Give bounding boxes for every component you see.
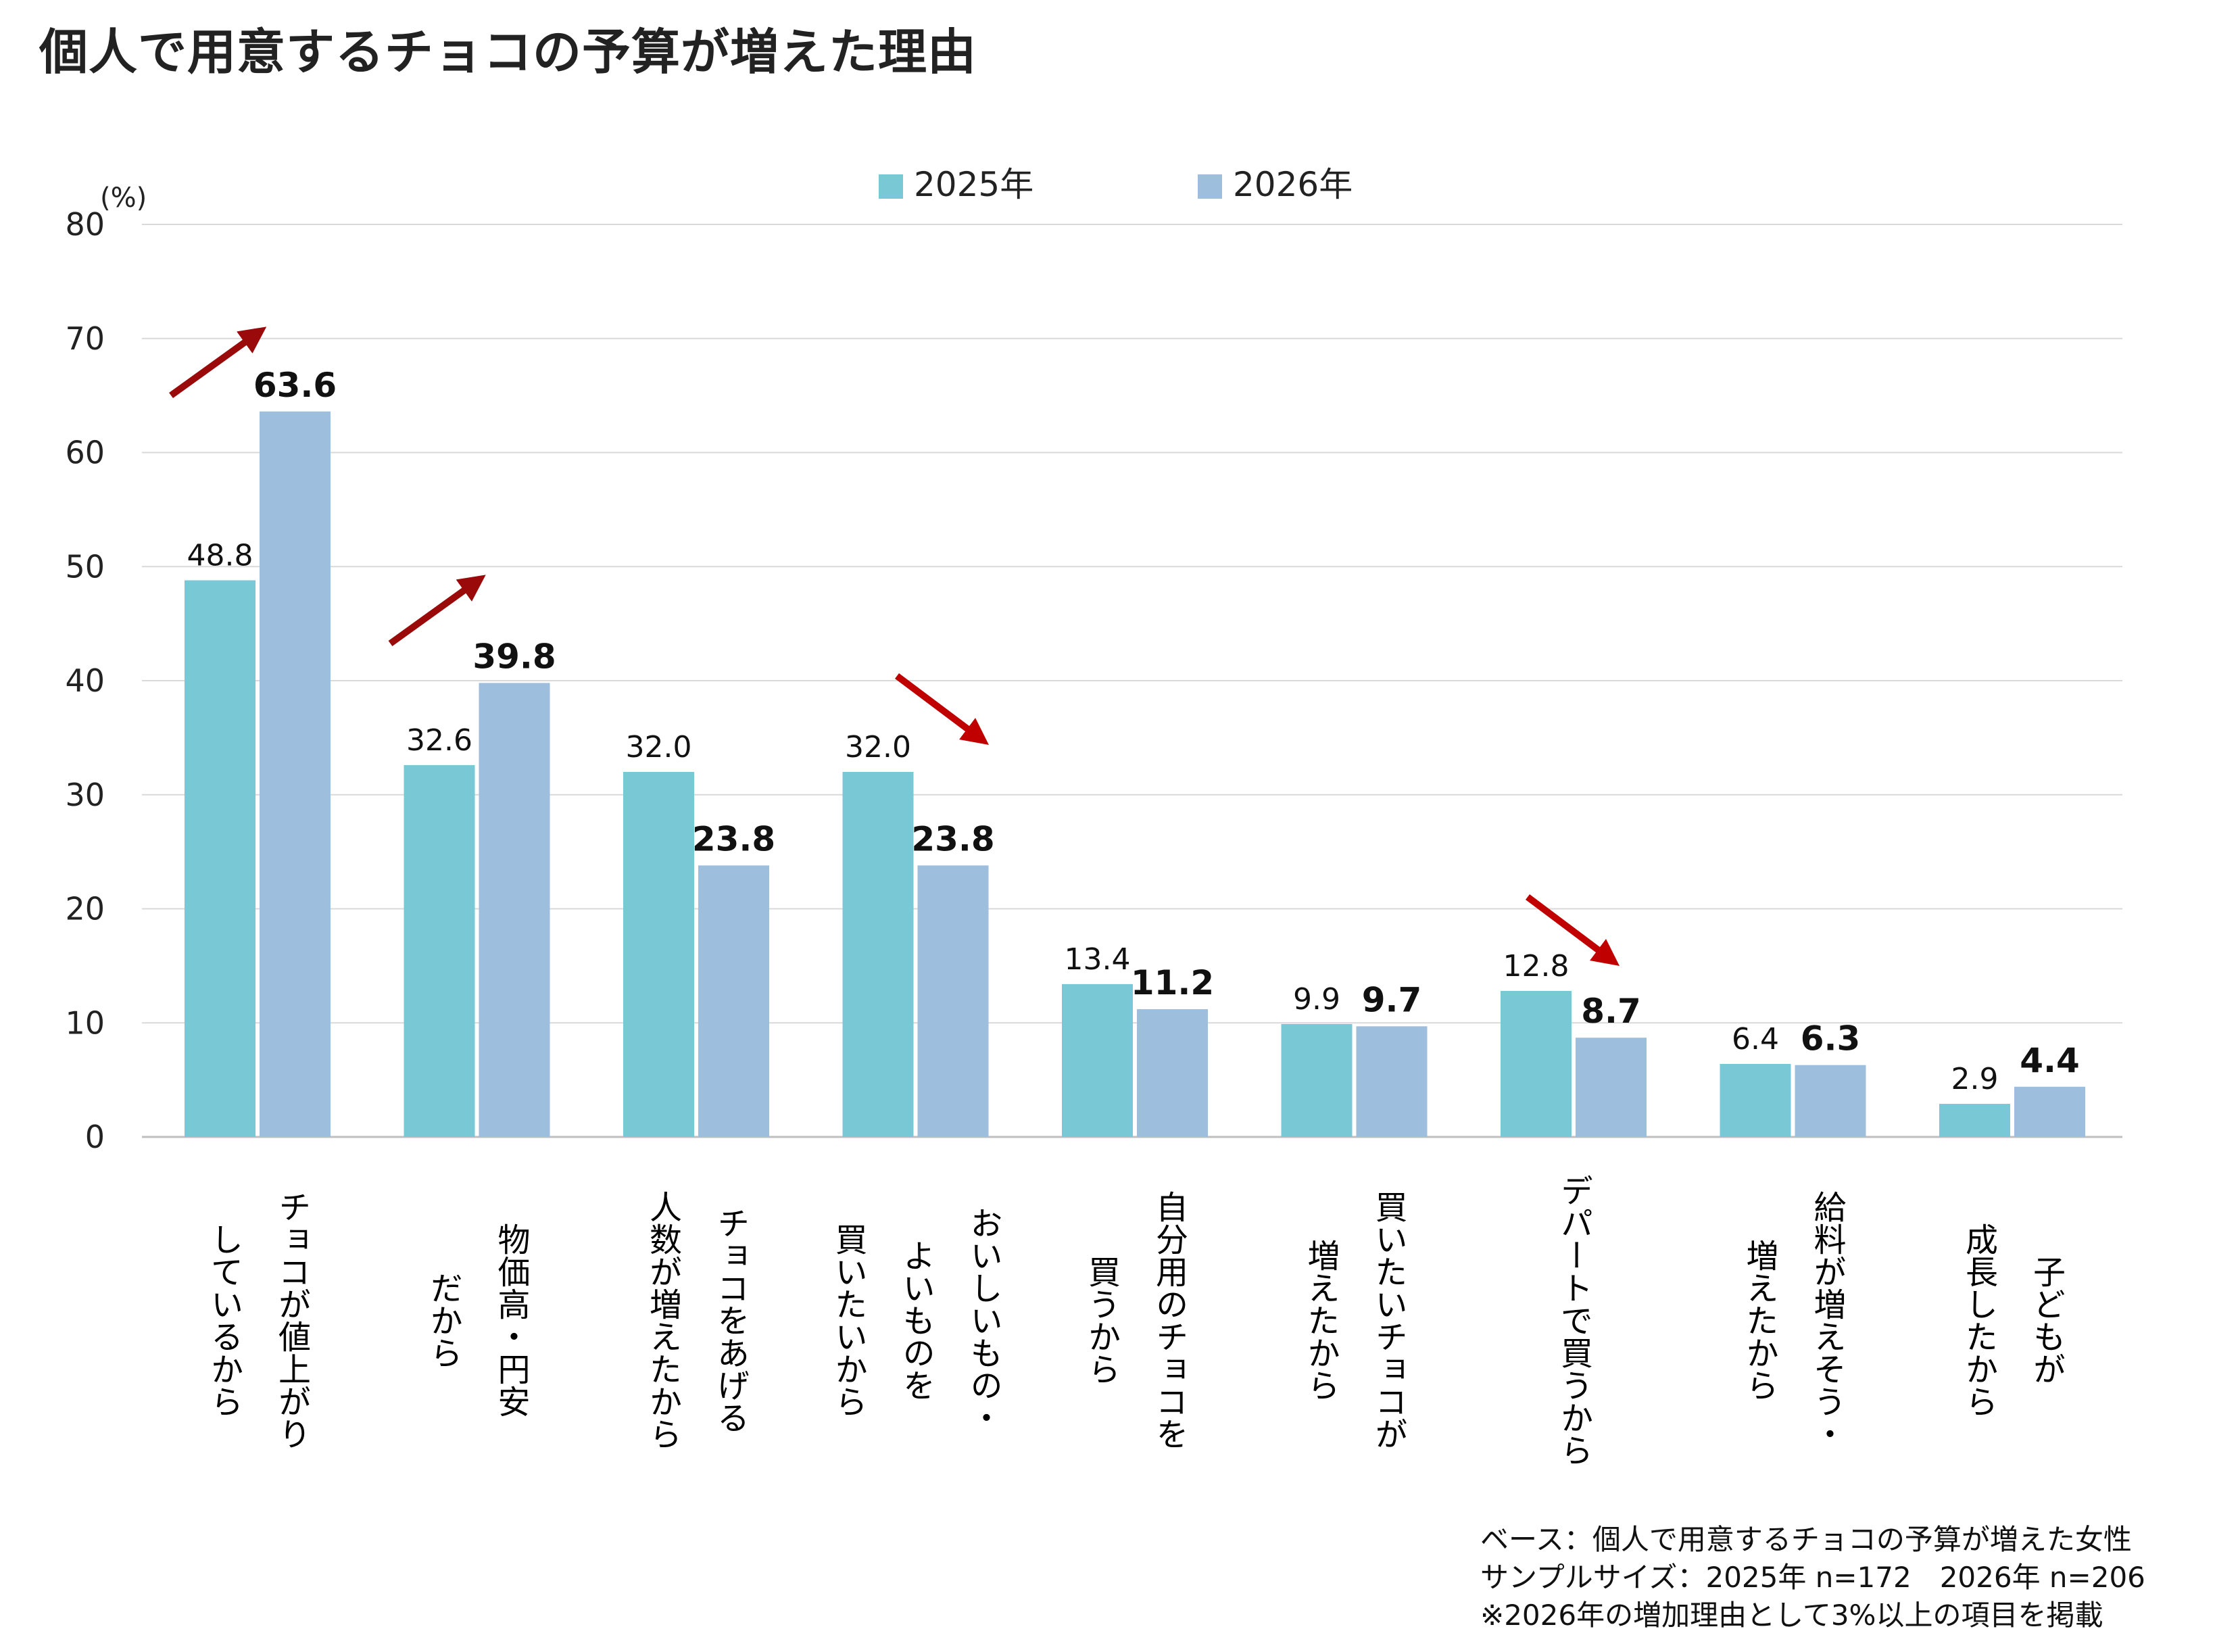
y-tick-label: 10 (65, 1004, 105, 1041)
data-label: 32.6 (406, 723, 472, 758)
footnote-sample-size: サンプルサイズ：2025年 n=172 2026年 n=206 (1480, 1561, 2145, 1594)
footnote: ベース：個人で用意するチョコの予算が増えた女性 サンプルサイズ：2025年 n=… (1480, 1521, 2145, 1634)
x-tick-label: おいしいもの・ よいものを 買いたいから (829, 1207, 1002, 1434)
bar (1062, 983, 1133, 1137)
trend-arrow-down-icon (1526, 894, 1620, 966)
legend-label: 2025年 (914, 165, 1033, 204)
y-tick-label: 20 (65, 891, 105, 927)
x-tick-label: チョコが値上がり しているから (205, 1190, 310, 1450)
y-tick-label: 50 (65, 548, 105, 585)
bar (1795, 1065, 1866, 1137)
bar (479, 683, 550, 1137)
y-tick-label: 40 (65, 662, 105, 699)
footnote-base: ベース：個人で用意するチョコの予算が増えた女性 (1480, 1523, 2132, 1556)
bar (1356, 1026, 1428, 1137)
y-tick-label: 60 (65, 435, 105, 471)
bar (917, 865, 989, 1137)
data-label: 63.6 (253, 366, 337, 405)
legend-label: 2026年 (1233, 165, 1353, 204)
y-tick-label: 0 (85, 1119, 105, 1155)
footnote-note: ※2026年の増加理由として3%以上の項目を掲載 (1480, 1599, 2103, 1632)
y-tick-label: 80 (65, 206, 105, 243)
data-label: 32.0 (626, 730, 692, 764)
x-tick-label: デパートで買うから (1555, 1174, 1592, 1466)
chart-title: 個人で用意するチョコの予算が増えた理由 (39, 24, 977, 80)
bar (1576, 1038, 1647, 1137)
bar (698, 865, 769, 1137)
data-label: 39.8 (472, 637, 556, 676)
x-tick-label: 子どもが 成長したから (1960, 1223, 2065, 1417)
y-tick-label: 70 (65, 320, 105, 357)
x-tick-label: 自分用のチョコを 買うから (1082, 1190, 1188, 1450)
data-label: 4.4 (2020, 1041, 2080, 1080)
x-tick-label: 買いたいチョコが 増えたから (1301, 1190, 1407, 1450)
bar (1720, 1064, 1791, 1137)
trend-arrow-down-icon (895, 673, 989, 745)
bar (1939, 1104, 2010, 1137)
bar (2014, 1086, 2085, 1137)
data-label: 23.8 (692, 819, 775, 858)
data-label: 9.9 (1293, 982, 1340, 1017)
x-tick-label: チョコをあげる 人数が増えたから (643, 1190, 749, 1450)
data-label: 6.3 (1801, 1019, 1861, 1059)
data-label: 23.8 (911, 819, 994, 858)
bar (1281, 1023, 1353, 1137)
data-label: 8.7 (1581, 992, 1641, 1031)
bar (1501, 991, 1572, 1137)
x-tick-label: 給料が増えそう・ 増えたから (1740, 1190, 1846, 1450)
data-label: 11.2 (1131, 963, 1214, 1002)
data-label: 13.4 (1065, 942, 1131, 977)
bar (1137, 1009, 1208, 1137)
data-label: 9.7 (1362, 980, 1422, 1019)
y-tick-label: 30 (65, 777, 105, 813)
data-label: 12.8 (1503, 949, 1569, 983)
bar (404, 764, 475, 1137)
x-tick-label: 物価高・円安 だから (424, 1223, 530, 1417)
trend-arrow-up-icon (169, 326, 267, 399)
bar (260, 411, 331, 1137)
y-axis-unit: (%) (100, 183, 147, 214)
data-label: 32.0 (845, 730, 911, 764)
legend-swatch (1198, 174, 1222, 199)
bar (185, 580, 255, 1137)
data-label: 6.4 (1732, 1022, 1779, 1056)
trend-arrow-up-icon (388, 575, 486, 647)
data-label: 48.8 (187, 539, 253, 573)
bar (623, 772, 694, 1137)
legend-swatch (879, 174, 903, 199)
data-label: 2.9 (1951, 1062, 1999, 1096)
bar (842, 772, 914, 1137)
